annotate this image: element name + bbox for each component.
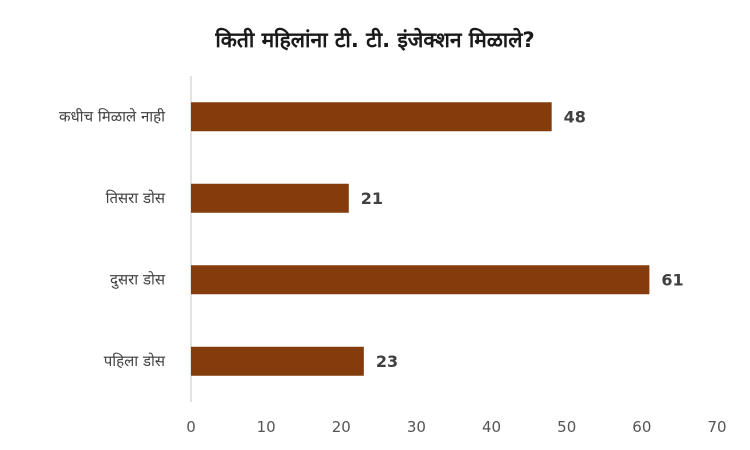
x-tick-label: 70 <box>707 418 726 436</box>
x-tick-label: 60 <box>632 418 651 436</box>
category-labels-group: कधीच मिळाले नाही तिसरा डोस दुसरा डोस पहिला … <box>59 107 166 370</box>
x-tick-label: 0 <box>186 418 196 436</box>
data-labels-group: 48 21 61 23 <box>361 107 684 371</box>
x-tick-label: 20 <box>332 418 351 436</box>
tick-labels-group: 0 10 20 30 40 50 60 70 <box>186 418 726 436</box>
category-label: पहिला डोस <box>104 352 166 370</box>
bar-3 <box>191 265 650 295</box>
chart-title: किती महिलांना टी. टी. इंजेक्शन मिळाले? <box>215 28 535 52</box>
bar-4 <box>191 346 364 376</box>
data-label: 61 <box>661 270 683 289</box>
data-label: 48 <box>564 107 586 126</box>
bar-1 <box>191 102 552 132</box>
x-tick-label: 30 <box>407 418 426 436</box>
category-label: कधीच मिळाले नाही <box>59 107 166 125</box>
x-tick-label: 50 <box>557 418 576 436</box>
data-label: 21 <box>361 189 383 208</box>
category-label: तिसरा डोस <box>106 189 166 207</box>
bar-2 <box>191 183 349 213</box>
x-tick-label: 10 <box>257 418 276 436</box>
x-tick-label: 40 <box>482 418 501 436</box>
category-label: दुसरा डोस <box>110 270 166 289</box>
bars-group <box>191 102 650 376</box>
data-label: 23 <box>376 352 398 371</box>
